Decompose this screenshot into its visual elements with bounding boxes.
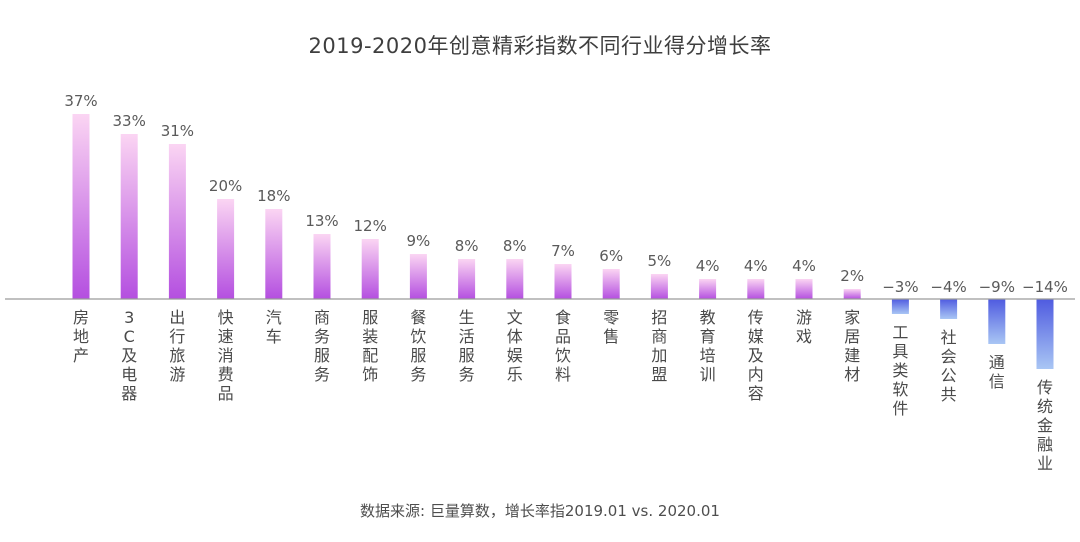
value-label: 5%: [648, 252, 672, 270]
bar-零售: [602, 269, 620, 299]
bar-招商加盟: [650, 274, 668, 299]
chart-title: 2019-2020年创意精彩指数不同行业得分增长率: [308, 34, 772, 58]
category-label: 工具类软件: [892, 323, 908, 418]
value-label: 31%: [161, 122, 194, 140]
category-label: 出行旅游: [169, 308, 185, 384]
value-label: 37%: [64, 92, 97, 110]
value-label: −14%: [1022, 278, 1068, 296]
bar-工具类软件: [891, 299, 909, 314]
value-label: −3%: [882, 278, 918, 296]
value-labels-group: 37% 33% 31% 20% 18% 13% 12% 9% 8% 8% 7% 6% 5% 4% 4% 4% 2…: [64, 92, 1068, 296]
value-label: 4%: [792, 257, 816, 275]
value-label: 12%: [354, 217, 387, 235]
category-label: 3 C 及电器: [121, 308, 137, 403]
value-label: 4%: [744, 257, 768, 275]
bar-游戏: [795, 279, 813, 299]
bar-出行旅游: [168, 144, 186, 299]
bar-社会公共: [940, 299, 958, 319]
value-label: 6%: [599, 247, 623, 265]
category-label: 社会公共: [941, 328, 957, 404]
source-note: 数据来源: 巨量算数，增长率指2019.01 vs. 2020.01: [360, 502, 720, 520]
category-label: 生活服务: [459, 308, 475, 384]
category-label: 零售: [603, 308, 619, 346]
bar-传统金融业: [1036, 299, 1054, 369]
bar-食品饮料: [554, 264, 572, 299]
category-label: 家居建材: [844, 308, 860, 384]
category-label: 餐饮服务: [410, 308, 426, 384]
category-label: 传媒及内容: [748, 308, 764, 403]
value-label: 7%: [551, 242, 575, 260]
value-label: 20%: [209, 177, 242, 195]
category-label: 教育培训: [700, 308, 716, 384]
bar-商务服务: [313, 234, 331, 299]
value-label: 2%: [840, 267, 864, 285]
category-label: 服装配饰: [362, 308, 378, 384]
value-label: 8%: [503, 237, 527, 255]
category-label: 快速消费品: [218, 308, 234, 403]
category-label: 招商加盟: [651, 308, 667, 384]
category-label: 游戏: [796, 308, 812, 346]
bar-传媒及内容: [747, 279, 765, 299]
category-label: 食品饮料: [555, 308, 571, 384]
category-label: 通信: [989, 353, 1005, 391]
value-label: 33%: [113, 112, 146, 130]
category-label: 传统金融业: [1037, 378, 1053, 473]
value-label: −4%: [930, 278, 966, 296]
bar-餐饮服务: [409, 254, 427, 299]
value-label: 4%: [696, 257, 720, 275]
bar-文体娱乐: [506, 259, 524, 299]
bar-家居建材: [843, 289, 861, 299]
value-label: 9%: [407, 232, 431, 250]
category-label: 房地产: [73, 308, 89, 365]
bar-教育培训: [699, 279, 717, 299]
bar-房地产: [72, 114, 90, 299]
value-label: 18%: [257, 187, 290, 205]
bars-group: [72, 114, 1054, 369]
category-labels-group: 房地产 3 C 及电器 出行旅游 快速消费品 汽车 商务服务 服装配饰 餐饮服务 生活服务 文体娱乐 食…: [73, 308, 1053, 473]
bar-生活服务: [458, 259, 476, 299]
category-label: 汽车: [266, 308, 282, 346]
category-label: 商务服务: [314, 308, 330, 384]
value-label: 13%: [305, 212, 338, 230]
bar-3C及电器: [120, 134, 138, 299]
bar-快速消费品: [217, 199, 235, 299]
value-label: 8%: [455, 237, 479, 255]
category-label: 文体娱乐: [507, 308, 523, 384]
bar-汽车: [265, 209, 283, 299]
bar-服装配饰: [361, 239, 379, 299]
bar-通信: [988, 299, 1006, 344]
value-label: −9%: [979, 278, 1015, 296]
